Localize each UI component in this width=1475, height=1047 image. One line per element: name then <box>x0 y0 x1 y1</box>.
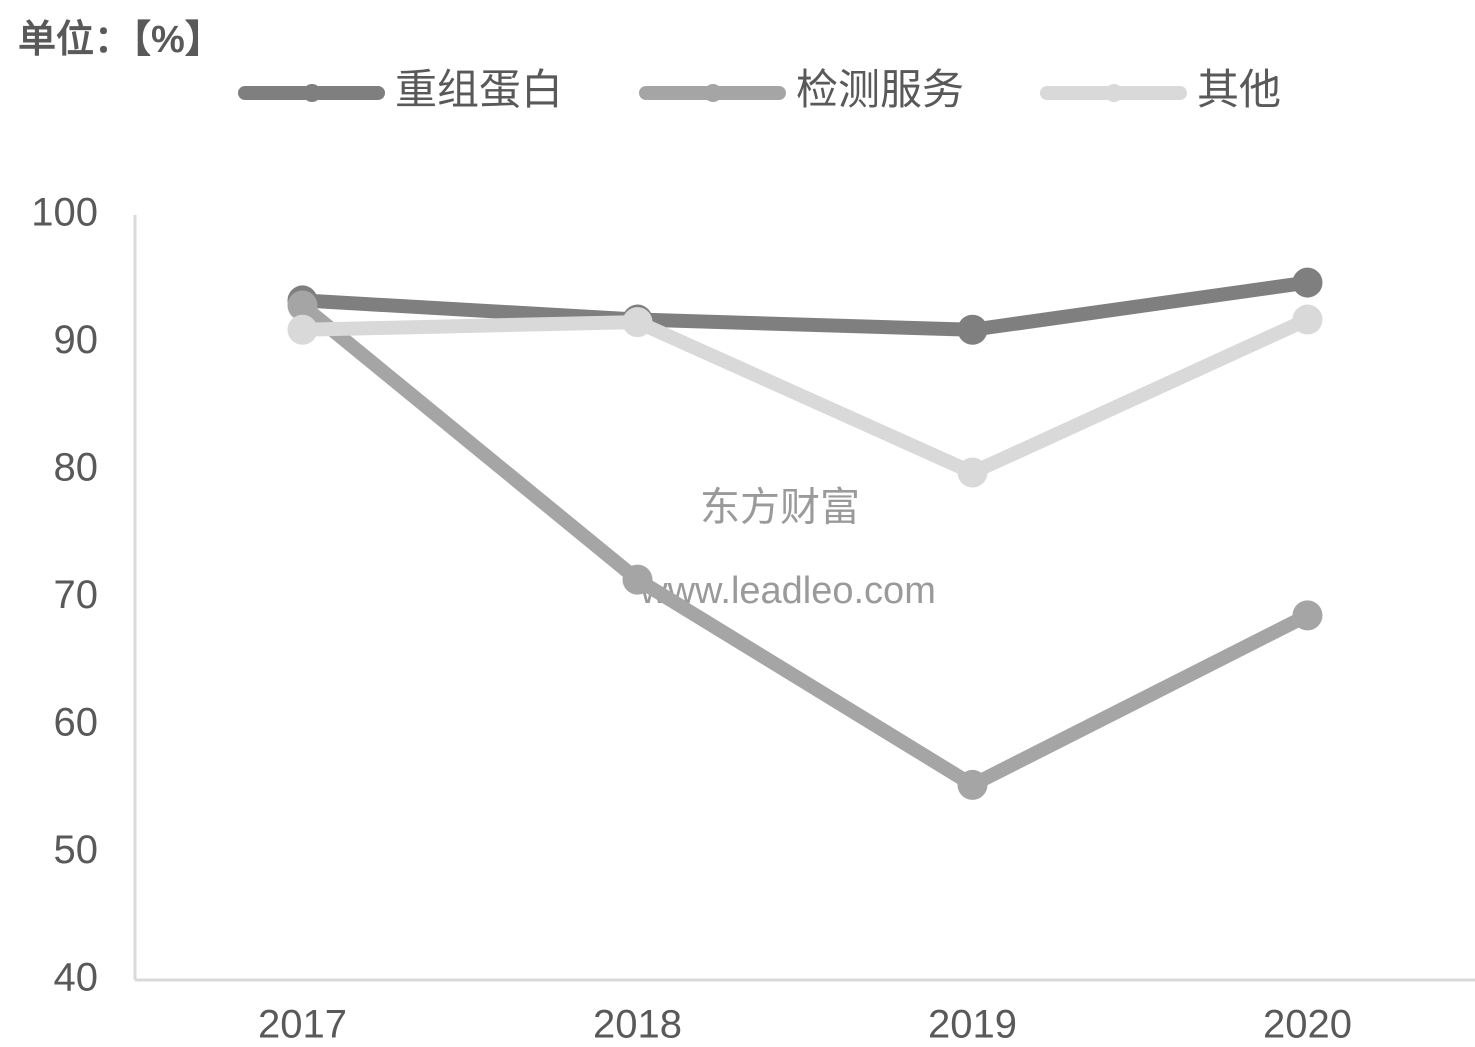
data-point <box>957 769 988 800</box>
data-point <box>1292 304 1323 335</box>
y-tick-label: 70 <box>54 573 99 617</box>
series-line <box>298 300 1311 792</box>
x-tick-label: 2020 <box>1263 1003 1352 1047</box>
x-tick-label: 2017 <box>258 1003 347 1047</box>
data-point <box>957 314 988 345</box>
legend-label: 重组蛋白 <box>395 66 563 113</box>
series-line <box>302 275 1309 337</box>
data-point <box>287 314 318 345</box>
watermark: 东方财富 <box>700 486 860 530</box>
legend-label: 检测服务 <box>796 66 964 113</box>
y-tick-label: 50 <box>54 828 99 872</box>
x-tick-label: 2019 <box>928 1003 1017 1047</box>
y-tick-label: 90 <box>54 318 99 362</box>
legend-marker <box>704 84 722 102</box>
y-tick-label: 60 <box>54 701 99 745</box>
y-tick-label: 80 <box>54 446 99 490</box>
y-tick-label: 40 <box>54 956 99 1000</box>
x-tick-label: 2018 <box>593 1003 682 1047</box>
legend-marker <box>303 84 321 102</box>
data-point <box>622 307 653 338</box>
chart-title: 单位：【%】 <box>18 19 223 61</box>
series-line <box>302 313 1311 480</box>
data-point <box>1292 267 1323 298</box>
legend-label: 其他 <box>1197 66 1281 113</box>
data-point <box>622 564 653 595</box>
legend-marker <box>1105 84 1123 102</box>
data-point <box>1292 600 1323 631</box>
data-point <box>287 290 318 321</box>
data-point <box>957 457 988 488</box>
y-tick-label: 100 <box>31 191 98 235</box>
